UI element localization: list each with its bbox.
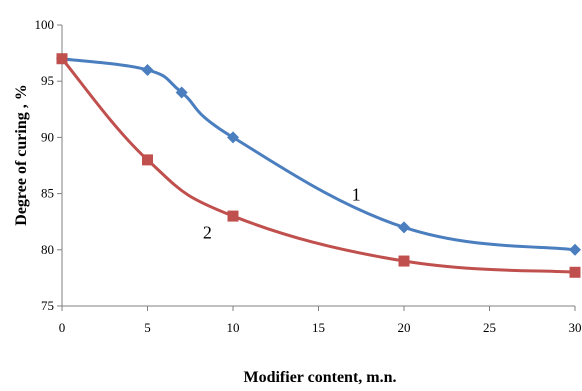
y-tick-label: 90 bbox=[41, 129, 54, 144]
x-tick-label: 10 bbox=[227, 320, 240, 335]
series-label-2: 2 bbox=[203, 223, 212, 243]
series-labels: 12 bbox=[203, 184, 361, 242]
x-tick-label: 20 bbox=[398, 320, 411, 335]
series-lines bbox=[60, 57, 576, 274]
x-axis-title: Modifier content, m.n. bbox=[243, 369, 396, 386]
y-tick-label: 80 bbox=[41, 242, 54, 257]
data-point-series-2 bbox=[56, 53, 68, 65]
x-tick-label: 5 bbox=[144, 320, 151, 335]
y-tick-label: 100 bbox=[35, 17, 55, 32]
x-tick-label: 15 bbox=[312, 320, 325, 335]
data-point-series-1 bbox=[227, 131, 239, 144]
data-point-series-2 bbox=[227, 210, 239, 222]
data-point-series-1 bbox=[141, 63, 154, 76]
y-tick-label: 85 bbox=[41, 186, 54, 201]
x-tick-label: 30 bbox=[569, 320, 582, 335]
y-tick-label: 75 bbox=[41, 298, 54, 313]
x-tick-labels: 0 5 10 15 20 25 30 bbox=[59, 320, 582, 335]
x-tick-label: 0 bbox=[59, 320, 66, 335]
data-point-series-2 bbox=[569, 266, 581, 278]
series-line-1 bbox=[61, 57, 576, 252]
y-tick-labels: 75 80 85 90 95 100 bbox=[35, 17, 55, 313]
series-line-2 bbox=[60, 57, 576, 274]
data-point-series-1 bbox=[398, 221, 410, 234]
data-point-series-1 bbox=[569, 243, 581, 256]
data-point-series-2 bbox=[142, 154, 153, 166]
y-axis-title: Degree of curing , % bbox=[13, 84, 30, 225]
x-tick-label: 25 bbox=[483, 320, 496, 335]
series-markers bbox=[56, 52, 581, 278]
y-tick-label: 95 bbox=[41, 73, 54, 88]
data-point-series-1 bbox=[175, 86, 188, 99]
data-point-series-2 bbox=[398, 255, 410, 267]
axes bbox=[57, 24, 576, 311]
series-label-1: 1 bbox=[352, 184, 361, 204]
